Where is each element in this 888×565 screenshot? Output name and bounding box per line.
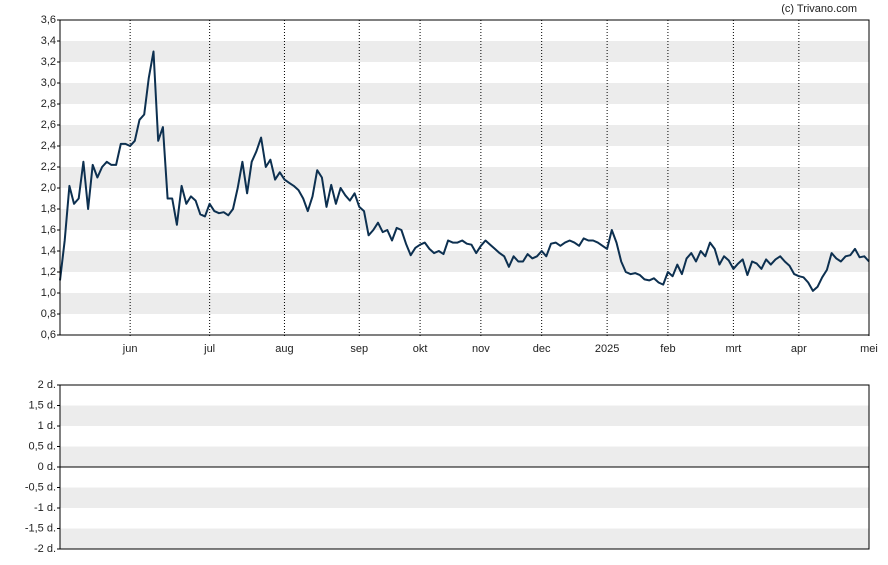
plot-frame: [59, 19, 870, 336]
x-tick-label: okt: [413, 343, 428, 355]
grid-band: [60, 405, 869, 426]
x-tick-label: apr: [791, 343, 807, 355]
grid-band: [60, 167, 869, 188]
grid-band: [60, 251, 869, 272]
y-tick-label: 2,8: [41, 98, 56, 110]
credit: (c) Trivano.com: [781, 3, 857, 15]
x-tick-label: mei: [860, 343, 878, 355]
y-tick-label: 1,6: [41, 224, 56, 236]
y-tick-label: -0,5 d.: [25, 481, 56, 493]
y-tick-label: 0 d.: [38, 461, 56, 473]
price-line: [59, 50, 870, 292]
y-tick-label: 3,4: [41, 35, 56, 47]
y-tick-label: 1,5 d.: [28, 399, 56, 411]
grid-band: [60, 446, 869, 467]
y-tick-label: 2 d.: [38, 379, 56, 391]
y-tick-label: 0,5 d.: [28, 440, 56, 452]
y-tick-label: 3,0: [41, 77, 56, 89]
x-tick-label: feb: [660, 343, 675, 355]
x-tick-label: nov: [472, 343, 490, 355]
grid-band: [60, 293, 869, 314]
grid-band: [60, 528, 869, 549]
plot-frame: [59, 384, 870, 550]
y-tick-label: 3,2: [41, 56, 56, 68]
grid-band: [60, 125, 869, 146]
y-tick-label: 1,4: [41, 245, 56, 257]
y-tick-label: 1,0: [41, 287, 56, 299]
y-tick-label: 3,6: [41, 14, 56, 26]
y-tick-label: -1 d.: [34, 502, 56, 514]
x-tick-label: aug: [275, 343, 293, 355]
y-tick-label: 2,6: [41, 119, 56, 131]
y-tick-label: 1 d.: [38, 420, 56, 432]
x-tick-label: sep: [350, 343, 368, 355]
y-tick-label: 2,4: [41, 140, 56, 152]
y-tick-label: -2 d.: [34, 543, 56, 555]
y-tick-label: 0,6: [41, 329, 56, 341]
grid-band: [60, 41, 869, 62]
y-tick-label: 2,0: [41, 182, 56, 194]
y-tick-label: 1,2: [41, 266, 56, 278]
x-tick-label: jun: [122, 343, 138, 355]
x-tick-label: jul: [203, 343, 215, 355]
grid-band: [60, 209, 869, 230]
x-tick-label: 2025: [595, 343, 619, 355]
x-tick-label: dec: [533, 343, 551, 355]
grid-band: [60, 487, 869, 508]
y-tick-label: 0,8: [41, 308, 56, 320]
grid-band: [60, 83, 869, 104]
x-tick-label: mrt: [725, 343, 741, 355]
y-tick-label: -1,5 d.: [25, 522, 56, 534]
y-tick-label: 2,2: [41, 161, 56, 173]
y-tick-label: 1,8: [41, 203, 56, 215]
